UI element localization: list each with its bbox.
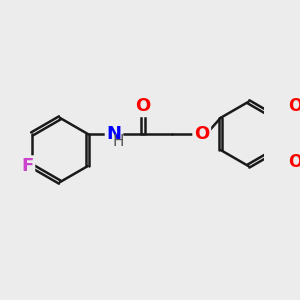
Text: H: H [113,134,124,149]
Text: O: O [194,125,209,143]
Text: O: O [288,97,300,115]
Text: O: O [288,153,300,171]
Text: N: N [106,125,122,143]
Text: F: F [21,157,34,175]
Text: O: O [136,98,151,116]
